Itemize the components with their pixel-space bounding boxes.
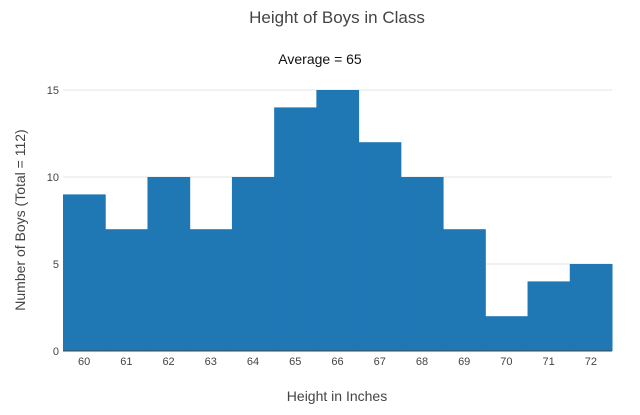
x-tick-label: 71 [543, 356, 555, 368]
y-tick-label: 10 [47, 172, 59, 184]
x-tick-label: 66 [331, 356, 343, 368]
bar-60 [63, 194, 106, 351]
bar-71 [527, 281, 571, 351]
bar-68 [400, 177, 444, 351]
x-tick-label: 70 [500, 356, 512, 368]
bar-67 [358, 142, 402, 351]
x-tick-label: 67 [374, 356, 386, 368]
y-tick-label: 15 [47, 85, 59, 97]
x-tick-label: 68 [416, 356, 428, 368]
x-axis-title: Height in Inches [287, 388, 387, 404]
y-tick-label: 0 [53, 346, 59, 358]
bar-61 [105, 229, 148, 351]
bar-64 [231, 177, 275, 351]
x-tick-label: 63 [205, 356, 217, 368]
x-tick-labels: 60 61 62 63 64 65 66 67 68 69 70 71 72 [78, 356, 597, 368]
x-tick-label: 69 [458, 356, 470, 368]
bar-65 [274, 107, 317, 352]
bar-70 [485, 316, 529, 351]
bars [63, 90, 613, 352]
x-tick-label: 64 [247, 356, 259, 368]
y-tick-label: 5 [53, 259, 59, 271]
x-tick-label: 65 [289, 356, 301, 368]
x-tick-label: 61 [120, 356, 132, 368]
bar-69 [443, 229, 486, 351]
y-axis-title: Number of Boys (Total = 112) [12, 129, 28, 310]
x-tick-label: 60 [78, 356, 90, 368]
x-tick-label: 62 [162, 356, 174, 368]
x-tick-label: 72 [585, 356, 597, 368]
average-annotation: Average = 65 [278, 51, 362, 67]
y-tick-labels: 0 5 10 15 [47, 85, 59, 358]
bar-72 [569, 264, 613, 351]
bar-62 [147, 177, 191, 351]
bar-66 [316, 90, 360, 351]
chart-title: Height of Boys in Class [249, 8, 425, 27]
bar-63 [189, 229, 233, 351]
